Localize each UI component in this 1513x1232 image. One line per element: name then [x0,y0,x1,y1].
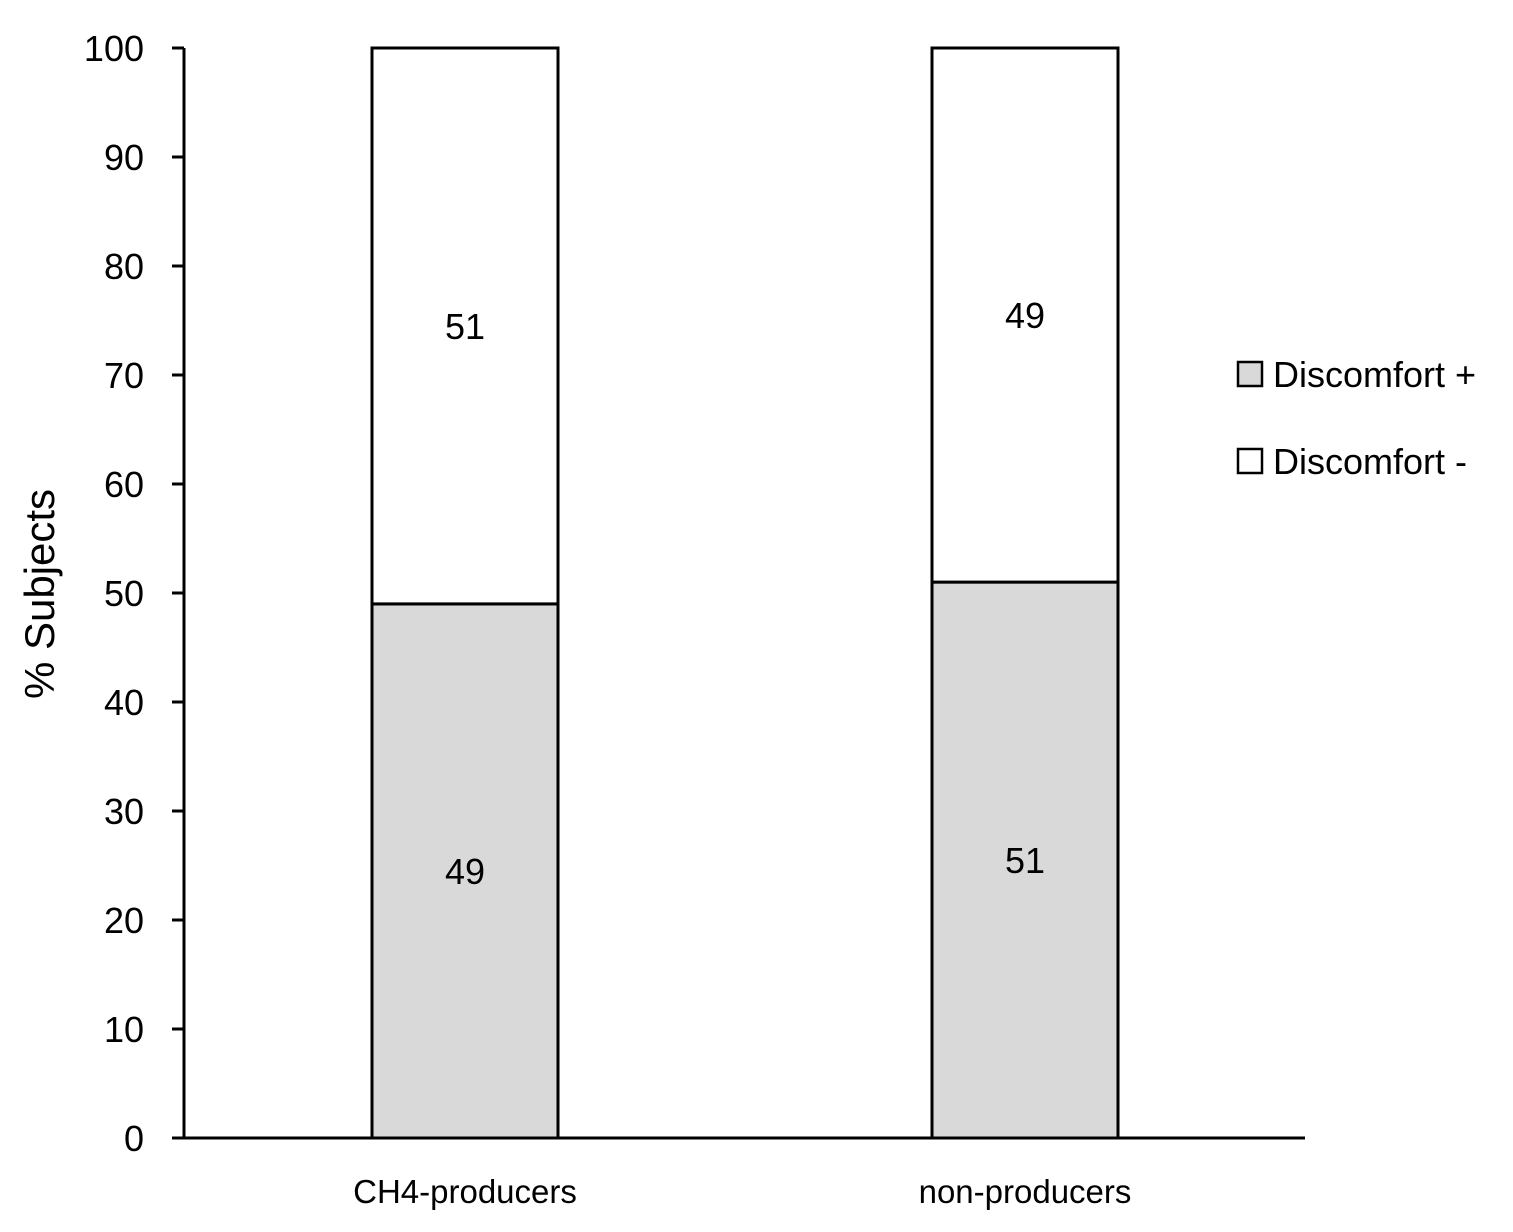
bar-ch4-producers-discomfort-plus [370,602,560,1140]
bar-non-producers-discomfort-minus [930,46,1120,584]
bar-ch4-producers-discomfort-minus [370,46,560,606]
legend-label-discomfort-minus: Discomfort - [1273,441,1467,482]
legend-swatch-discomfort-minus [1236,447,1264,475]
y-tick-label-0: 0 [124,1118,144,1159]
axes-layer: 0 10 20 30 40 50 60 70 80 90 100 % Subjects [16,28,1305,1159]
y-tick-label-70: 70 [104,355,144,396]
x-tick-label-ch4-producers: CH4-producers [353,1173,577,1210]
x-tick-label-non-producers: non-producers [919,1173,1132,1210]
y-tick-label-60: 60 [104,464,144,505]
y-tick-label-100: 100 [84,28,144,69]
bars-layer [370,46,1120,1140]
data-label-non-producers-discomfort-plus: 51 [1005,840,1045,881]
legend: Discomfort + Discomfort - [1236,354,1476,482]
y-tick-label-10: 10 [104,1009,144,1050]
data-label-non-producers-discomfort-minus: 49 [1005,295,1045,336]
labels-layer: 49 51 CH4-producers 51 49 non-producers [353,295,1131,1210]
data-label-ch4-producers-discomfort-plus: 49 [445,851,485,892]
legend-label-discomfort-plus: Discomfort + [1273,354,1476,395]
y-tick-label-90: 90 [104,137,144,178]
data-label-ch4-producers-discomfort-minus: 51 [445,306,485,347]
legend-swatch-discomfort-plus [1236,360,1264,388]
y-tick-label-30: 30 [104,791,144,832]
y-tick-label-80: 80 [104,246,144,287]
y-tick-label-50: 50 [104,573,144,614]
y-tick-label-20: 20 [104,900,144,941]
y-tick-label-40: 40 [104,682,144,723]
y-axis-title: % Subjects [16,489,63,699]
